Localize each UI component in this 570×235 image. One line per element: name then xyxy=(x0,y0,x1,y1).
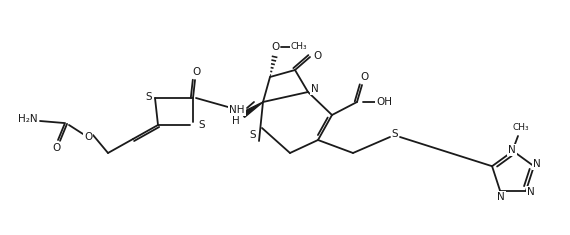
Text: O: O xyxy=(192,67,200,77)
Text: O: O xyxy=(360,72,368,82)
Text: N: N xyxy=(311,84,319,94)
Text: S: S xyxy=(199,120,205,130)
Text: OH: OH xyxy=(376,97,392,107)
Text: O: O xyxy=(313,51,321,61)
Text: S: S xyxy=(146,92,152,102)
Text: S: S xyxy=(392,129,398,139)
Text: CH₃: CH₃ xyxy=(291,42,307,51)
Text: H₂N: H₂N xyxy=(18,114,38,124)
Text: N: N xyxy=(533,159,541,169)
Text: H: H xyxy=(232,116,240,126)
Text: N: N xyxy=(527,187,535,197)
Text: O: O xyxy=(271,42,279,52)
Text: O: O xyxy=(84,132,92,142)
Text: NH: NH xyxy=(229,105,245,115)
Text: N: N xyxy=(497,192,505,202)
Text: N: N xyxy=(508,145,516,155)
Text: O: O xyxy=(52,143,60,153)
Polygon shape xyxy=(242,102,263,117)
Text: S: S xyxy=(250,130,256,140)
Text: CH₃: CH₃ xyxy=(512,122,530,132)
